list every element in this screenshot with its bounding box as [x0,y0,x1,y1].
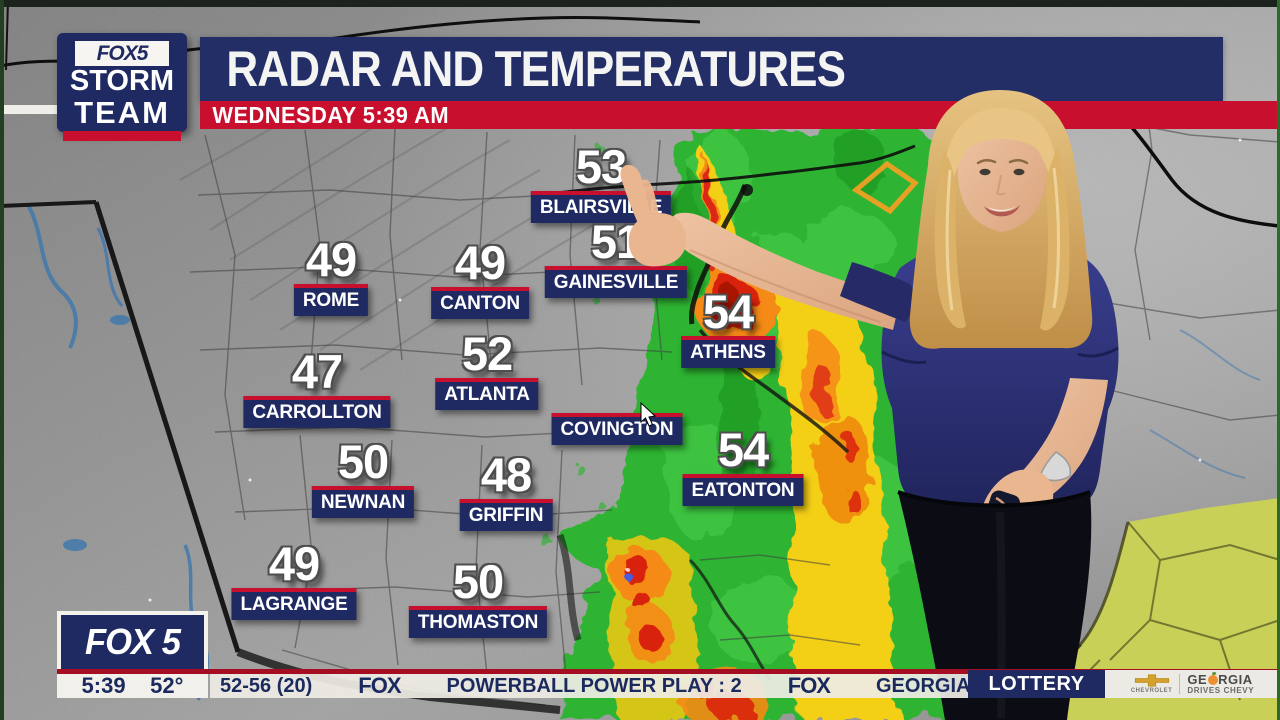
city-label: GRIFFIN [459,499,553,531]
storm-word: STORM [69,65,175,97]
temp-value: 48 [480,448,532,501]
clock-time: 5:39 [81,673,126,698]
frame-edge-top [0,0,1280,7]
city-label: ATHENS [681,336,775,368]
georgia-prefix: GE [1187,672,1208,687]
ticker-item-numbers: 52-56 (20) [220,674,313,697]
chevrolet-wordmark: CHEVROLET [1130,688,1173,694]
station-thomaston: 50 THOMASTON [408,555,548,638]
time-temp-strip: 5:39 52° [57,673,208,698]
station-atlanta: 52 ATLANTA [435,327,539,410]
wrist-watch [1039,451,1072,482]
temp-value: 49 [305,233,357,286]
station-covington: COVINGTON [551,411,683,445]
timestamp: WEDNESDAY 5:39 AM [212,101,450,128]
station-lagrange: 49 LAGRANGE [231,537,357,620]
current-temp: 52° [150,673,184,698]
sponsor-badge: CHEVROLET GE RGIA DRIVES CHEVY [1105,670,1280,698]
face-features [976,159,1029,217]
ticker-item-georgia: GEORGIA [875,674,971,697]
station-rome: 49 ROME [293,233,369,316]
frame-edge-left [0,0,4,720]
pointing-hand [620,164,687,267]
temp-value: 54 [717,423,769,476]
temp-value: 47 [291,345,343,398]
city-label: ROME [293,284,369,316]
city-label: LAGRANGE [231,588,357,620]
station-newnan: 50 NEWNAN [311,435,415,518]
city-label: GAINESVILLE [544,266,688,298]
temp-value: 54 [702,285,754,338]
logo-red-bar [63,131,181,141]
temp-value: 52 [461,327,513,380]
fox-network-logo: FOX [358,674,401,698]
city-label: NEWNAN [311,486,415,518]
team-word: TEAM [74,95,170,130]
logo-side-dash [0,105,57,114]
fox5-wordmark: FOX5 [75,41,169,66]
city-label: ATLANTA [435,378,539,410]
lottery-ticker: 52-56 (20) FOX POWERBALL POWER PLAY : 2 … [210,674,978,698]
station-canton: 49 CANTON [431,236,529,319]
city-label: COVINGTON [551,413,683,445]
page-title: RADAR AND TEMPERATURES [226,41,846,97]
ticker-item-powerball: POWERBALL POWER PLAY : 2 [446,674,742,697]
sponsor-divider [1179,674,1181,694]
station-eatonton: 54 EATONTON [682,423,804,506]
temp-value: 53 [575,140,627,193]
peach-icon [1207,674,1218,685]
frame-edge-right [1277,0,1280,720]
ticker-red-line [57,669,1280,674]
sleeve-cap [840,262,915,322]
chevrolet-logo: CHEVROLET [1131,674,1173,694]
presenter-skirt [898,492,1092,720]
temp-value: 49 [268,537,320,590]
fox-network-logo: FOX [787,674,831,698]
temp-value: 49 [454,236,506,289]
lottery-label: LOTTERY [988,672,1085,695]
storm-team-logo: FOX5 STORM TEAM [57,33,187,141]
georgia-suffix: RGIA [1218,672,1253,687]
station-athens: 54 ATHENS [681,285,775,368]
header-timestamp-bar: WEDNESDAY 5:39 AM [200,101,1277,129]
city-label: THOMASTON [408,606,548,638]
fox5-corner-bug: FOX 5 [57,611,208,669]
city-label: CARROLLTON [243,396,391,428]
temp-value: 50 [452,555,504,608]
chevrolet-bowtie-icon [1134,674,1169,687]
sponsor-tagline: DRIVES CHEVY [1187,686,1255,695]
georgia-drives-chevy: GE RGIA DRIVES CHEVY [1187,673,1254,695]
temp-value: 50 [337,435,389,488]
lottery-badge: LOTTERY [968,670,1105,698]
header-banner: RADAR AND TEMPERATURES [200,37,1223,101]
presenter-pointing-arm [668,212,900,330]
station-carrollton: 47 CARROLLTON [243,345,391,428]
fox5-bug-wordmark: FOX 5 [84,621,181,662]
city-label: CANTON [431,287,529,319]
storm-warning-polygon [851,160,919,215]
presenter-hair-front [934,108,1070,331]
station-griffin: 48 GRIFFIN [459,448,553,531]
city-label: EATONTON [682,474,804,506]
presenter-face [958,118,1046,232]
